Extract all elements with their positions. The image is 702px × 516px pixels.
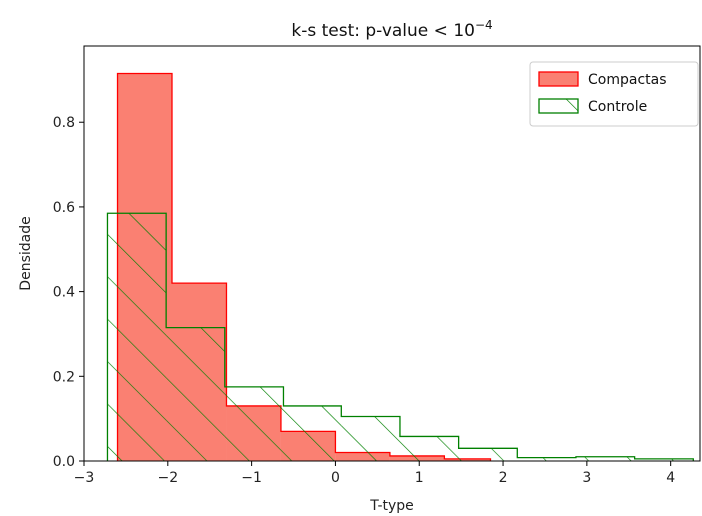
legend-label-compactas: Compactas: [588, 72, 667, 88]
y-tick-label: 0.0: [53, 454, 75, 470]
bar-controle-5: [399, 436, 459, 461]
x-tick-label: 1: [415, 470, 424, 486]
x-tick-label: −3: [74, 470, 95, 486]
chart-title: k-s test: p-value < 10−4: [291, 18, 492, 41]
chart-title-base: k-s test: p-value < 10: [291, 21, 475, 41]
bar-controle-2: [224, 386, 284, 461]
x-tick-label: 2: [499, 470, 508, 486]
legend-swatch-controle: [538, 98, 579, 114]
bar-controle-6: [458, 448, 518, 461]
bar-controle-7: [517, 457, 576, 461]
series-controle: [106, 212, 694, 461]
chart-title-exponent: −4: [475, 18, 493, 32]
x-tick-label: 0: [331, 470, 340, 486]
y-tick-label: 0.4: [53, 285, 75, 301]
legend: Compactas Controle: [529, 61, 699, 127]
y-axis-label: Densidade: [18, 216, 34, 290]
bar-controle-8: [575, 456, 635, 461]
legend-label-controle: Controle: [588, 99, 647, 115]
x-tick-label: 3: [582, 470, 591, 486]
bar-controle-0: [107, 213, 167, 461]
x-axis-label: T-type: [369, 498, 414, 514]
bars-layer: [106, 72, 694, 461]
legend-swatch-compactas: [538, 71, 579, 87]
bar-controle-3: [283, 405, 342, 461]
axes-layer: −3 −2 −1 0 1 2 3 4 0.0 0.2 0.4 0.6 0.8: [53, 45, 701, 486]
bar-controle-9: [634, 458, 694, 461]
x-tick-label: −1: [241, 470, 262, 486]
x-tick-label: 4: [666, 470, 675, 486]
x-tick-label: −2: [157, 470, 178, 486]
outline-controle: [106, 212, 694, 461]
y-tick-label: 0.8: [53, 115, 75, 131]
y-tick-label: 0.2: [53, 369, 75, 385]
bar-controle-4: [341, 416, 400, 461]
y-tick-label: 0.6: [53, 200, 75, 216]
plot-frame: [83, 45, 701, 462]
bar-controle-1: [166, 327, 225, 461]
